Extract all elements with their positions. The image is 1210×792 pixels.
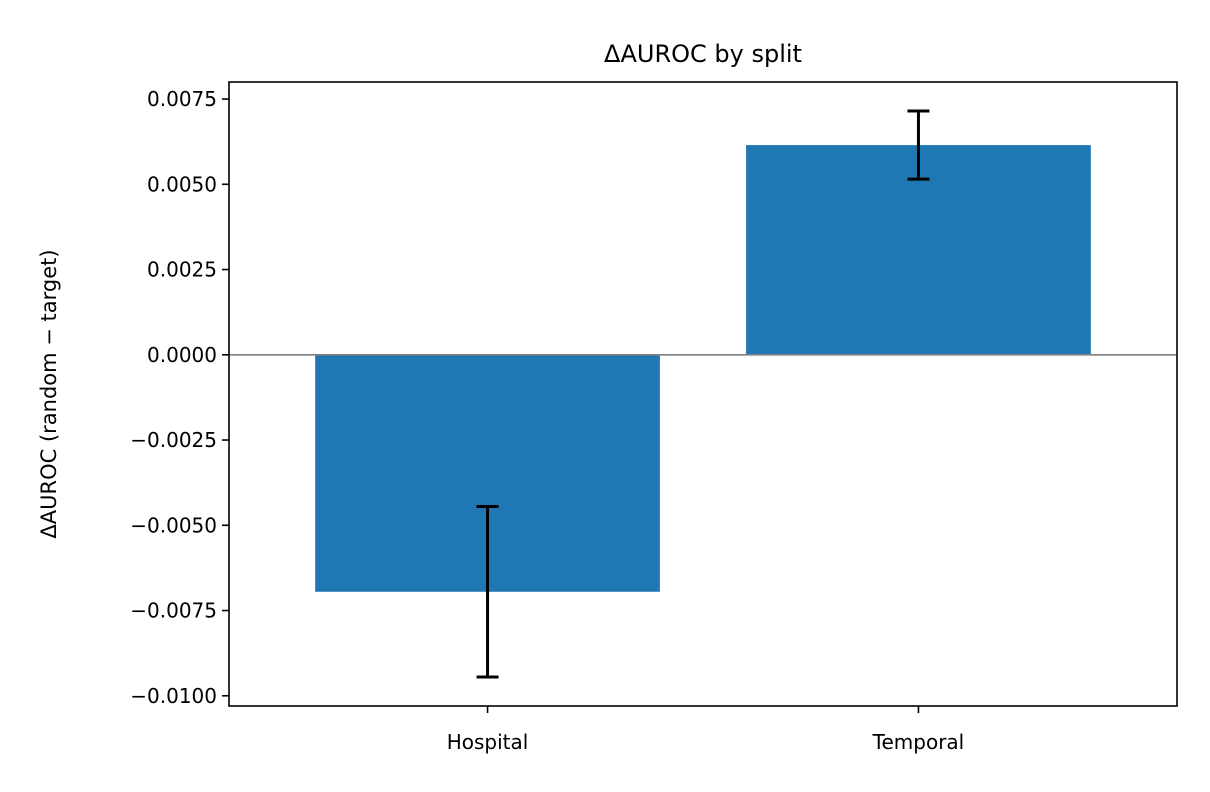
error-bar-hospital: [476, 505, 499, 679]
x-tick-label-temporal: Temporal: [872, 730, 965, 754]
y-tick-label: 0.0000: [147, 343, 217, 367]
plot-area: −0.0100 −0.0075 −0.0050 −0.0025 0.0000 0.0025…: [130, 81, 1178, 754]
y-tick-label: 0.0075: [147, 87, 217, 111]
chart-title: ΔAUROC by split: [604, 40, 802, 68]
y-tick-label: −0.0100: [130, 684, 217, 708]
y-axis-title: ΔAUROC (random − target): [37, 249, 61, 538]
x-tick-label-hospital: Hospital: [447, 730, 529, 754]
y-tick-label: 0.0050: [147, 172, 217, 196]
y-tick-label: −0.0050: [130, 513, 217, 537]
axes-frame: [228, 81, 1178, 707]
y-tick-label: −0.0075: [130, 599, 217, 623]
error-bar-temporal: [907, 109, 930, 181]
y-tick-label: −0.0025: [130, 428, 217, 452]
y-tick-label: 0.0025: [147, 258, 217, 282]
